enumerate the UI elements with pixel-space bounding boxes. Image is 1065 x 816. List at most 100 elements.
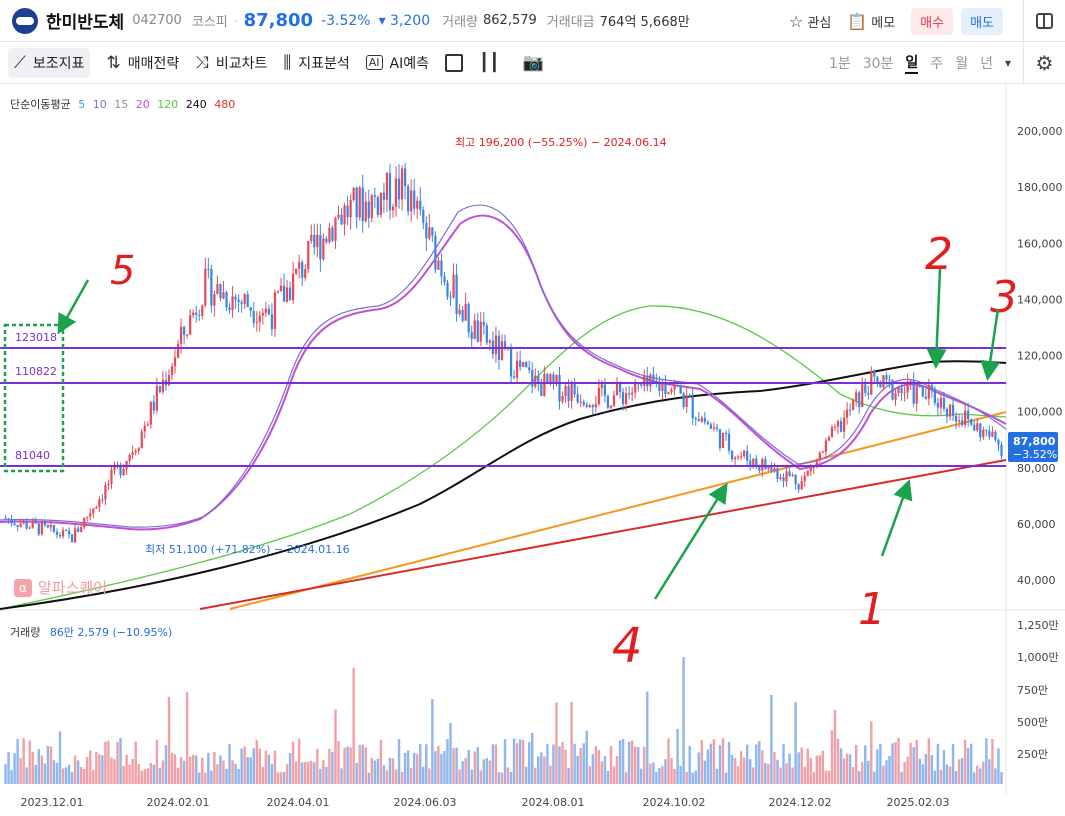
indicator-label: 보조지표 — [32, 55, 85, 72]
stock-name[interactable]: 한미반도체 — [46, 13, 125, 33]
volume-bar — [376, 758, 380, 784]
candle-body — [549, 374, 552, 384]
volume-bar — [873, 771, 876, 784]
volume-bar — [897, 737, 900, 784]
period-1min[interactable]: 1분 — [828, 56, 851, 72]
sell-button[interactable]: 매도 — [961, 7, 1003, 35]
price-tick-label: 180,000 — [1017, 181, 1063, 194]
candle-body — [588, 405, 591, 408]
hand-number-3: 3 — [990, 272, 1018, 323]
date-tick-label: 2025.02.03 — [887, 796, 950, 809]
candle-body — [606, 395, 610, 408]
volume-bar — [467, 749, 470, 784]
stock-header: 한미반도체 042700 코스피 · 87,800 -3.52% ▾ 3,200… — [0, 0, 1065, 42]
volume-bar — [688, 745, 691, 784]
candle-body — [721, 433, 725, 449]
volume-bar — [373, 760, 377, 784]
candle-body — [397, 178, 401, 200]
period-day[interactable]: 일 — [905, 52, 919, 74]
candle-body — [25, 521, 28, 529]
volume-bar — [979, 768, 982, 784]
candle-body — [80, 527, 83, 532]
candle-body — [128, 454, 131, 461]
volume-bar — [736, 766, 740, 784]
volume-bar — [406, 750, 410, 784]
side-panel-toggle[interactable] — [1023, 0, 1065, 42]
buy-button[interactable]: 매수 — [911, 7, 954, 35]
ai-button[interactable]: AI AI예측 — [365, 48, 429, 78]
candle-style-button[interactable]: ┃┃ — [479, 48, 506, 78]
period-week[interactable]: 주 — [930, 56, 944, 72]
current-price-tag — [1008, 432, 1058, 462]
ma-legend-title: 단순이동평균 — [10, 98, 71, 111]
volume-bar — [76, 760, 80, 784]
strategy-button[interactable]: ⇅ 매매전략 — [106, 48, 179, 78]
candle-body — [667, 392, 670, 395]
memo-button[interactable]: 📋 메모 — [847, 12, 895, 31]
candle-body — [503, 341, 507, 349]
volume-bar — [346, 746, 349, 784]
volume-bar — [960, 757, 964, 784]
volume-bar — [1000, 772, 1003, 784]
candle-body — [730, 450, 734, 460]
candle-body — [343, 205, 346, 225]
candle-body — [727, 433, 731, 451]
volume-bar — [727, 741, 731, 784]
volume-bar — [540, 752, 543, 784]
candle-body — [361, 187, 364, 222]
volume-bar — [951, 744, 955, 784]
volume-bar — [640, 768, 643, 784]
volume-bar — [343, 747, 346, 784]
volume-bar — [379, 739, 383, 784]
volume-bar — [201, 757, 204, 784]
candle-body — [222, 292, 225, 299]
candle-body — [712, 427, 716, 429]
watch-button[interactable]: ☆ 관심 — [789, 12, 831, 31]
candle-body — [794, 474, 797, 485]
gear-icon[interactable]: ⚙ — [1023, 42, 1065, 84]
chevron-down-icon[interactable]: ▾ — [1004, 56, 1011, 70]
hand-number-5: 5 — [110, 248, 135, 294]
candle-body — [658, 383, 661, 391]
period-month[interactable]: 월 — [955, 56, 969, 72]
candle-body — [176, 343, 180, 358]
candle-body — [646, 375, 649, 387]
period-year[interactable]: 년 — [980, 56, 993, 72]
volume-bar — [515, 743, 519, 784]
volume-bar — [573, 743, 576, 784]
volume-bar — [924, 754, 928, 784]
volume-bar — [158, 768, 162, 784]
volume-bar — [458, 769, 461, 784]
screenshot-button[interactable]: 📷 — [522, 48, 550, 78]
star-icon: ☆ — [789, 11, 804, 31]
price-chart[interactable]: 200,000180,000160,000140,000120,000100,0… — [0, 84, 1065, 816]
candle-body — [107, 483, 110, 486]
volume-bar — [582, 743, 585, 784]
volume-bar — [13, 753, 16, 784]
candle-body — [867, 392, 870, 395]
candle-body — [291, 273, 295, 301]
indicator-icon: ⟋ — [14, 52, 26, 73]
candle-body — [876, 376, 879, 383]
volume-bar — [243, 746, 246, 784]
volume-bar — [782, 744, 785, 784]
candle-body — [733, 457, 737, 460]
volume-bar — [394, 769, 398, 784]
volume-bar — [107, 740, 110, 784]
current-price-tag-change: −3.52% — [1013, 448, 1057, 461]
volume-bar — [594, 745, 598, 784]
volume-bar — [446, 739, 449, 784]
volume-bar — [985, 738, 988, 784]
volume-bar — [210, 770, 213, 784]
indicator-button[interactable]: ⟋ 보조지표 — [8, 47, 91, 78]
candle-body — [609, 405, 613, 408]
analysis-button[interactable]: ⫼ 지표분석 — [283, 48, 349, 78]
compare-button[interactable]: ⤨ 비교차트 — [195, 48, 267, 78]
volume-bar — [697, 752, 700, 784]
period-30min[interactable]: 30분 — [862, 56, 894, 72]
candle-body — [358, 187, 361, 218]
chart-style-square-button[interactable] — [444, 48, 463, 78]
candle-body — [219, 284, 222, 299]
volume-bar — [691, 772, 694, 784]
candle-body — [570, 382, 573, 401]
